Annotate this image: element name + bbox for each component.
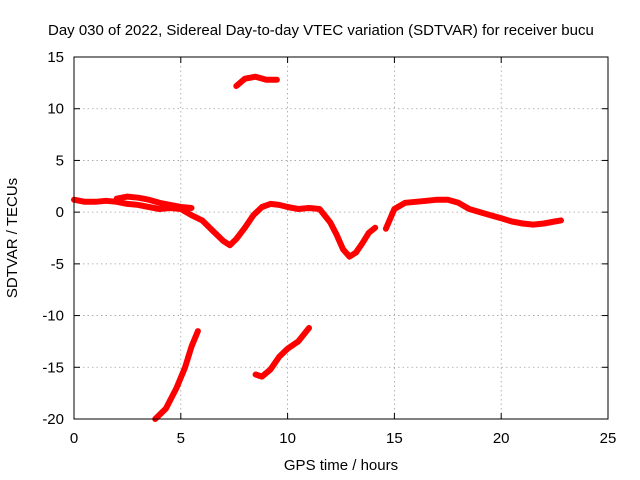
x-tick-label: 10 [279, 430, 296, 447]
y-tick-label: -20 [42, 411, 64, 428]
x-axis-label: GPS time / hours [284, 457, 398, 474]
series-lower-arc-right [252, 325, 312, 380]
y-axis-label: SDTVAR / TECUs [4, 178, 21, 298]
y-tick-label: 10 [47, 101, 64, 118]
y-tick-label: 5 [56, 152, 64, 169]
data-series [71, 73, 564, 422]
series-lower-arc-left [152, 328, 201, 422]
series-main-trace-b [113, 193, 195, 211]
y-tick-label: 15 [47, 49, 64, 66]
chart-title: Day 030 of 2022, Sidereal Day-to-day VTE… [48, 22, 594, 39]
series-main-trace-a [71, 196, 379, 260]
y-tick-label: -15 [42, 359, 64, 376]
x-tick-labels: 0 5 10 15 20 25 [70, 430, 617, 447]
series-main-trace-c [382, 196, 564, 232]
x-tick-label: 15 [386, 430, 403, 447]
y-tick-labels: -20 -15 -10 -5 0 5 10 15 [42, 49, 64, 428]
axis-ticks [73, 56, 609, 420]
grid-lines [74, 57, 608, 419]
y-tick-label: 0 [56, 204, 64, 221]
x-tick-label: 0 [70, 430, 78, 447]
x-tick-label: 5 [177, 430, 185, 447]
y-tick-label: -10 [42, 308, 64, 325]
x-tick-label: 25 [600, 430, 617, 447]
y-tick-label: -5 [51, 256, 64, 273]
x-tick-label: 20 [493, 430, 510, 447]
plot-frame [73, 56, 609, 420]
series-upper-arc [233, 73, 280, 89]
